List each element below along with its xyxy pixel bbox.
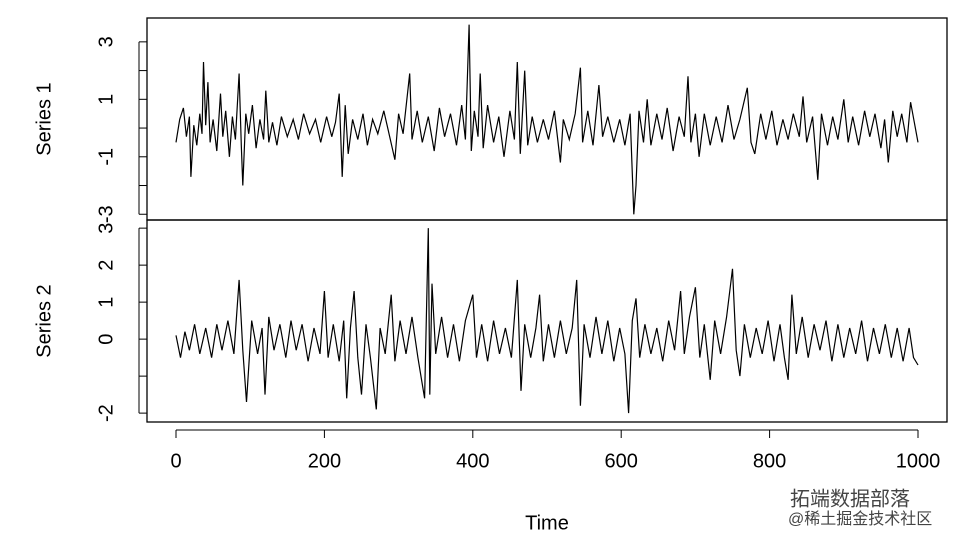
x-tick-label: 0 bbox=[170, 450, 181, 472]
watermark: @稀土掘金技术社区 bbox=[788, 510, 932, 528]
y-tick-label: 2 bbox=[95, 260, 117, 271]
y-axis-label: Series 1 bbox=[33, 82, 55, 155]
y-tick-label: -3 bbox=[95, 205, 117, 223]
y-tick-label: 1 bbox=[95, 94, 117, 105]
y-tick-label: 3 bbox=[95, 223, 117, 234]
y-tick-label: -2 bbox=[95, 404, 117, 422]
series-line bbox=[175, 24, 919, 215]
x-tick-label: 800 bbox=[753, 450, 786, 472]
watermark: 拓端数据部落 bbox=[790, 487, 910, 510]
y-tick-label: 1 bbox=[95, 297, 117, 308]
panel-frame bbox=[146, 219, 948, 423]
y-tick-label: -1 bbox=[95, 148, 117, 166]
x-tick-label: 1000 bbox=[896, 450, 941, 472]
y-axis-label: Series 2 bbox=[33, 284, 55, 357]
x-tick-label: 200 bbox=[308, 450, 341, 472]
x-tick-label: 600 bbox=[605, 450, 638, 472]
x-tick-label: 400 bbox=[456, 450, 489, 472]
series-line bbox=[175, 228, 919, 414]
y-tick-label: 3 bbox=[95, 36, 117, 47]
x-axis-label: Time bbox=[525, 512, 569, 534]
y-tick-label: 0 bbox=[95, 334, 117, 345]
